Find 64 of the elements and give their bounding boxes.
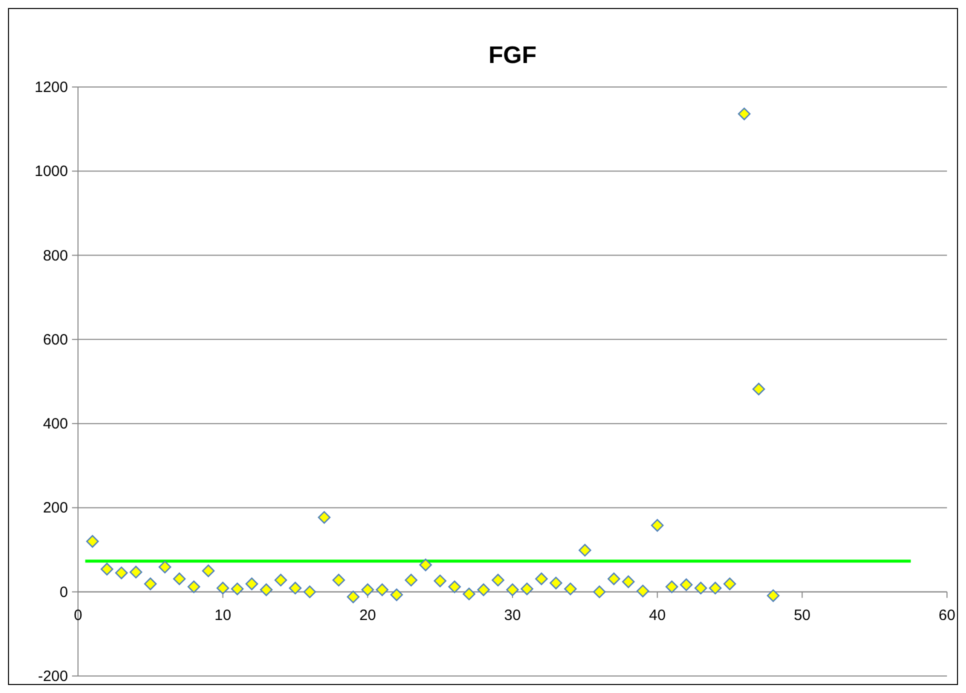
- point: [376, 583, 388, 596]
- point: [622, 575, 635, 588]
- point: [708, 582, 722, 594]
- x-tick-label: 40: [648, 606, 666, 624]
- chart-title: FGF: [488, 42, 536, 69]
- point: [477, 583, 490, 596]
- x-tick-label: 20: [359, 606, 376, 624]
- point: [288, 582, 302, 594]
- point: [506, 583, 519, 596]
- x-tick-label: 10: [214, 606, 232, 624]
- point: [666, 580, 678, 594]
- x-tick-label: 60: [938, 606, 956, 624]
- point: [188, 580, 200, 594]
- point: [434, 574, 446, 588]
- point: [608, 572, 620, 586]
- point: [303, 586, 316, 598]
- point: [158, 560, 172, 574]
- y-tick-label: 800: [42, 247, 68, 264]
- point: [404, 574, 418, 586]
- point: [231, 582, 244, 596]
- point: [346, 590, 360, 604]
- y-tick-label: 600: [42, 331, 68, 348]
- y-tick-label: 400: [42, 416, 68, 433]
- x-tick-label: 0: [74, 606, 82, 624]
- point: [332, 574, 346, 586]
- point: [593, 586, 606, 598]
- point: [216, 582, 230, 594]
- y-tick-label: 200: [42, 500, 68, 517]
- point: [723, 578, 736, 590]
- point: [173, 572, 186, 586]
- point: [448, 580, 461, 594]
- x-tick-label: 50: [794, 606, 811, 624]
- point: [550, 576, 562, 590]
- point: [202, 564, 215, 578]
- point: [390, 588, 403, 602]
- point: [100, 562, 114, 576]
- point: [462, 588, 476, 600]
- point: [738, 108, 751, 120]
- point: [274, 574, 288, 586]
- point: [318, 511, 331, 524]
- point: [651, 519, 664, 532]
- point: [260, 583, 273, 596]
- point: [361, 583, 374, 596]
- point: [86, 535, 99, 548]
- point: [492, 574, 504, 586]
- x-tick-label: 30: [504, 606, 521, 624]
- y-tick-label: 1000: [34, 163, 68, 180]
- point: [766, 589, 780, 602]
- point: [636, 584, 650, 598]
- point: [520, 582, 534, 596]
- point: [245, 578, 258, 590]
- point: [144, 578, 157, 590]
- point: [578, 544, 592, 557]
- point: [680, 578, 693, 592]
- y-tick-label: -200: [38, 668, 68, 685]
- point: [564, 582, 577, 596]
- point: [752, 382, 766, 396]
- point: [535, 572, 548, 586]
- point: [115, 566, 128, 580]
- y-tick-label: 1200: [34, 79, 68, 96]
- point: [130, 566, 142, 578]
- point: [419, 558, 432, 572]
- y-tick-label: 0: [60, 584, 68, 601]
- point: [694, 582, 708, 594]
